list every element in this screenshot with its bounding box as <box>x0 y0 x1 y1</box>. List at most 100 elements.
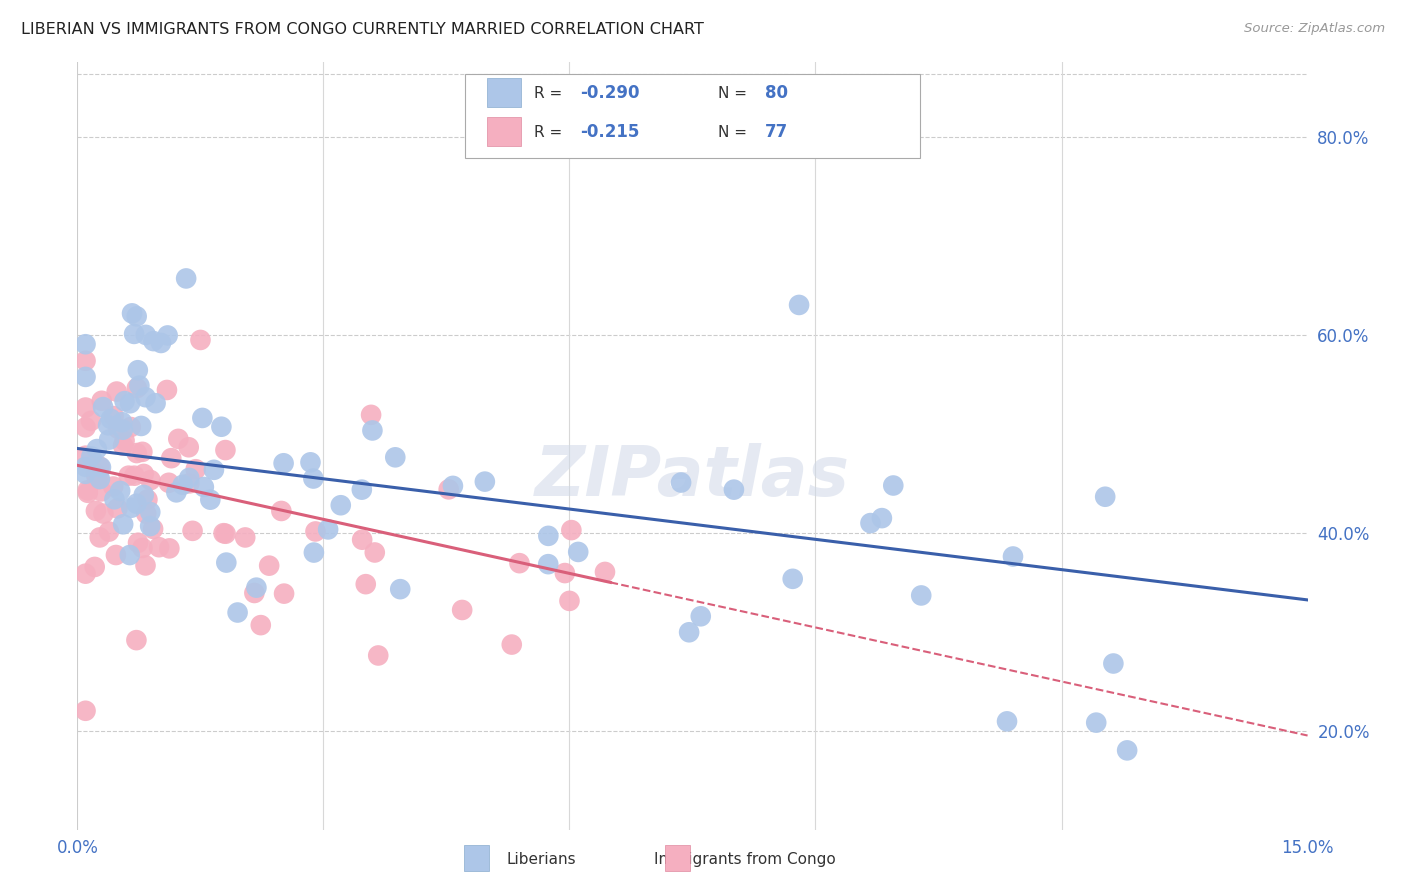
Point <box>156 328 179 343</box>
Point <box>111 415 134 429</box>
Point <box>100 412 122 426</box>
Point <box>160 451 183 466</box>
Text: 77: 77 <box>765 123 789 141</box>
Point <box>1085 715 1108 730</box>
Point <box>181 524 204 538</box>
Point <box>89 459 111 474</box>
Point <box>103 479 125 493</box>
Point <box>120 420 142 434</box>
Point <box>142 522 165 536</box>
Point <box>89 530 111 544</box>
Point <box>125 381 148 395</box>
Point <box>75 337 97 351</box>
Point <box>125 633 148 648</box>
Point <box>93 507 115 521</box>
Text: N =: N = <box>718 125 752 140</box>
Point <box>567 545 589 559</box>
Point <box>91 400 114 414</box>
Text: -0.215: -0.215 <box>581 123 640 141</box>
Point <box>97 524 120 539</box>
Point <box>167 432 190 446</box>
Text: Liberians: Liberians <box>506 852 576 867</box>
Point <box>669 475 692 490</box>
Point <box>257 558 280 573</box>
Point <box>882 478 904 492</box>
Point <box>75 459 97 474</box>
Point <box>172 478 194 492</box>
Point <box>678 625 700 640</box>
Point <box>165 485 187 500</box>
Point <box>474 475 496 489</box>
Point <box>111 423 134 437</box>
Point <box>233 531 256 545</box>
Point <box>129 419 152 434</box>
Point <box>131 445 153 459</box>
Point <box>200 492 222 507</box>
FancyBboxPatch shape <box>464 846 489 871</box>
Point <box>689 609 711 624</box>
Point <box>122 326 145 341</box>
Point <box>177 440 200 454</box>
FancyBboxPatch shape <box>486 78 522 107</box>
Point <box>560 523 582 537</box>
Point <box>193 480 215 494</box>
Point <box>214 526 236 541</box>
Point <box>593 565 616 579</box>
Point <box>302 471 325 485</box>
Point <box>508 556 530 570</box>
Point <box>437 483 460 497</box>
Point <box>75 467 97 481</box>
Point <box>127 535 149 549</box>
Point <box>135 390 157 404</box>
Point <box>75 566 97 581</box>
Point <box>870 511 893 525</box>
Point <box>75 449 97 463</box>
Text: Source: ZipAtlas.com: Source: ZipAtlas.com <box>1244 22 1385 36</box>
Point <box>350 483 373 497</box>
Point <box>214 443 236 458</box>
Point <box>150 335 173 350</box>
Point <box>128 378 150 392</box>
Point <box>84 467 107 481</box>
Point <box>118 468 141 483</box>
Point <box>910 589 932 603</box>
Point <box>90 460 112 475</box>
Text: 80: 80 <box>765 84 787 102</box>
Point <box>103 492 125 507</box>
Point <box>179 471 201 485</box>
Point <box>125 446 148 460</box>
Point <box>84 504 107 518</box>
Point <box>114 434 136 448</box>
Text: R =: R = <box>534 125 567 140</box>
Point <box>1102 657 1125 671</box>
Point <box>190 333 212 347</box>
Point <box>107 422 129 436</box>
Point <box>1001 549 1024 564</box>
Point <box>118 548 141 562</box>
Point <box>209 419 232 434</box>
Text: N =: N = <box>718 86 752 101</box>
Point <box>270 504 292 518</box>
Point <box>120 500 142 515</box>
Point <box>103 409 125 423</box>
Point <box>329 498 352 512</box>
Point <box>148 540 170 554</box>
Point <box>125 497 148 511</box>
Point <box>191 411 214 425</box>
Point <box>558 594 581 608</box>
Point <box>145 396 167 410</box>
Point <box>83 560 105 574</box>
FancyBboxPatch shape <box>465 74 920 158</box>
Point <box>89 472 111 486</box>
Point <box>104 548 127 562</box>
Point <box>80 414 103 428</box>
Point <box>105 384 128 399</box>
Point <box>302 545 325 559</box>
Point <box>389 582 412 596</box>
Point <box>249 618 271 632</box>
Point <box>273 456 295 470</box>
Point <box>352 533 374 547</box>
Point <box>226 606 249 620</box>
Point <box>86 442 108 456</box>
Point <box>157 475 180 490</box>
